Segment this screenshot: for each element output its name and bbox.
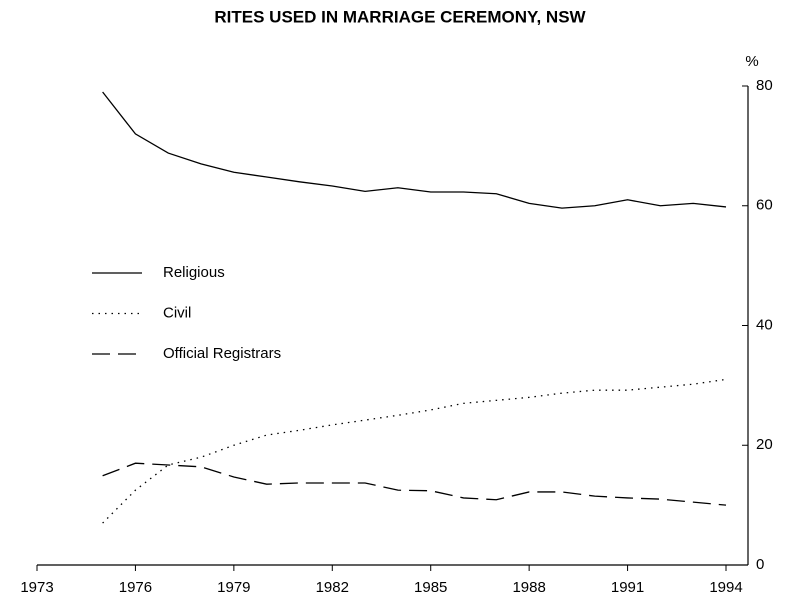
x-tick-label: 1988 <box>512 579 545 596</box>
y-axis-label: % <box>745 53 758 70</box>
series-line <box>102 91 727 209</box>
series-line <box>102 462 727 506</box>
y-tick-label: 0 <box>756 556 764 573</box>
x-tick-label: 1979 <box>217 579 250 596</box>
legend-label: Civil <box>163 304 191 321</box>
y-tick-label: 80 <box>756 77 773 94</box>
y-tick-label: 60 <box>756 197 773 214</box>
y-tick-label: 40 <box>756 316 773 333</box>
chart-title: RITES USED IN MARRIAGE CEREMONY, NSW <box>214 7 586 26</box>
series-line <box>102 378 727 524</box>
x-tick-label: 1982 <box>316 579 349 596</box>
x-tick-label: 1976 <box>119 579 152 596</box>
x-tick-label: 1985 <box>414 579 447 596</box>
y-tick-label: 20 <box>756 436 773 453</box>
x-tick-label: 1994 <box>709 579 742 596</box>
legend-label: Religious <box>163 264 225 281</box>
legend-label: Official Registrars <box>163 345 281 362</box>
x-tick-label: 1991 <box>611 579 644 596</box>
x-tick-label: 1973 <box>20 579 53 596</box>
